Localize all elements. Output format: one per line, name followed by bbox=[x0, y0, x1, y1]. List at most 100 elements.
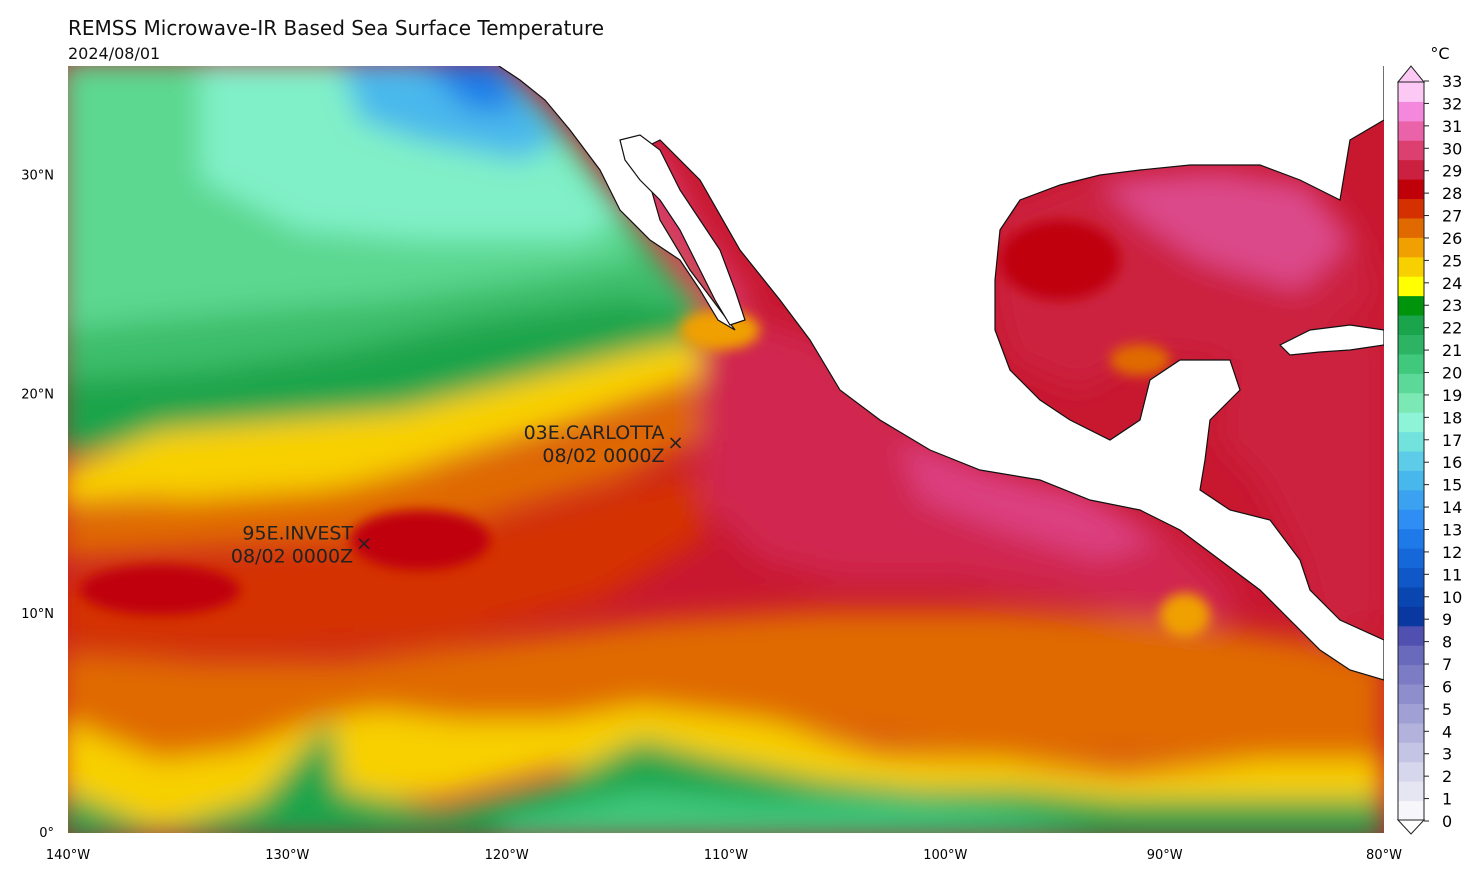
colorbar-swatch bbox=[1398, 140, 1424, 161]
lat-tick-label: 30°N bbox=[21, 169, 54, 184]
colorbar-label: 4 bbox=[1442, 722, 1452, 741]
colorbar-label: 27 bbox=[1442, 207, 1462, 226]
colorbar-label: 11 bbox=[1442, 565, 1462, 584]
colorbar-max-arrow bbox=[1396, 65, 1426, 83]
colorbar-swatch bbox=[1398, 198, 1424, 219]
lon-tick-label: 140°W bbox=[46, 848, 90, 863]
colorbar-label: 5 bbox=[1442, 700, 1452, 719]
colorbar-swatch bbox=[1398, 586, 1424, 607]
colorbar-label: 31 bbox=[1442, 117, 1462, 136]
storm-time: 08/02 0000Z bbox=[542, 445, 664, 467]
colorbar-swatch bbox=[1398, 703, 1424, 724]
colorbar-label: 9 bbox=[1442, 610, 1452, 629]
colorbar-label: 8 bbox=[1442, 633, 1452, 652]
colorbar-label: 25 bbox=[1442, 251, 1462, 270]
temperature-colorbar: 0123456789101112131415161718192021222324… bbox=[1396, 44, 1462, 835]
colorbar-swatch bbox=[1398, 315, 1424, 335]
colorbar-swatch bbox=[1398, 625, 1424, 646]
colorbar-swatch bbox=[1398, 217, 1424, 238]
colorbar-swatch bbox=[1398, 761, 1424, 782]
storm-x-icon bbox=[358, 538, 370, 550]
colorbar-swatch bbox=[1398, 645, 1424, 666]
colorbar-label: 33 bbox=[1442, 72, 1462, 91]
colorbar-label: 21 bbox=[1442, 341, 1462, 360]
colorbar-swatch bbox=[1398, 276, 1424, 297]
latitude-axis: 0° 10°N 20°N 30°N bbox=[21, 169, 54, 841]
colorbar-label: 13 bbox=[1442, 520, 1462, 539]
lat-tick-label: 10°N bbox=[21, 607, 54, 622]
colorbar-swatch bbox=[1398, 489, 1424, 510]
colorbar-swatch bbox=[1398, 800, 1424, 821]
sst-field bbox=[68, 66, 1384, 833]
map-title: REMSS Microwave-IR Based Sea Surface Tem… bbox=[68, 16, 605, 40]
colorbar-swatch bbox=[1398, 722, 1424, 743]
longitude-axis: 140°W 130°W 120°W 110°W 100°W 90°W 80°W bbox=[46, 848, 1402, 863]
colorbar-swatch bbox=[1398, 334, 1424, 355]
colorbar-swatch bbox=[1398, 567, 1424, 588]
colorbar-label: 0 bbox=[1442, 812, 1452, 831]
colorbar-label: 2 bbox=[1442, 767, 1452, 786]
colorbar-label: 17 bbox=[1442, 431, 1462, 450]
colorbar-swatch bbox=[1398, 101, 1424, 122]
colorbar-swatch bbox=[1398, 392, 1424, 413]
colorbar-label: 10 bbox=[1442, 588, 1462, 607]
colorbar-label: 22 bbox=[1442, 319, 1462, 338]
lon-tick-label: 90°W bbox=[1147, 848, 1183, 863]
colorbar-swatch bbox=[1398, 451, 1424, 471]
lon-tick-label: 110°W bbox=[704, 848, 748, 863]
colorbar-swatch bbox=[1398, 606, 1424, 627]
colorbar-swatch bbox=[1398, 684, 1424, 704]
colorbar-swatch bbox=[1398, 548, 1424, 569]
colorbar-label: 18 bbox=[1442, 408, 1462, 427]
colorbar-unit: °C bbox=[1430, 44, 1449, 63]
lat-tick-label: 20°N bbox=[21, 388, 54, 403]
colorbar-frame bbox=[1397, 81, 1425, 821]
colorbar-swatch bbox=[1398, 742, 1424, 763]
storm-name: 03E.CARLOTTA bbox=[524, 422, 665, 444]
colorbar-swatch bbox=[1398, 781, 1424, 802]
colorbar-label: 24 bbox=[1442, 274, 1462, 293]
colorbar-label: 14 bbox=[1442, 498, 1462, 517]
colorbar-label: 16 bbox=[1442, 453, 1462, 472]
storm-x-icon bbox=[669, 437, 682, 449]
colorbar-label: 32 bbox=[1442, 94, 1462, 113]
lat-tick-label: 0° bbox=[39, 826, 54, 841]
colorbar-min-arrow bbox=[1396, 819, 1426, 835]
colorbar-swatch bbox=[1398, 664, 1424, 685]
colorbar-swatch bbox=[1398, 295, 1424, 316]
map-date: 2024/08/01 bbox=[68, 44, 161, 63]
colorbar-swatch bbox=[1398, 353, 1424, 374]
colorbar-swatch bbox=[1398, 179, 1424, 200]
colorbar-swatch bbox=[1398, 528, 1424, 549]
colorbar-swatch bbox=[1398, 256, 1424, 277]
lon-tick-label: 120°W bbox=[485, 848, 529, 863]
colorbar-label: 19 bbox=[1442, 386, 1462, 405]
colorbar-label: 29 bbox=[1442, 162, 1462, 181]
lon-tick-label: 100°W bbox=[923, 848, 967, 863]
colorbar-label: 26 bbox=[1442, 229, 1462, 248]
storm-name: 95E.INVEST bbox=[242, 523, 353, 545]
colorbar-swatch bbox=[1398, 82, 1424, 102]
lon-tick-label: 130°W bbox=[265, 848, 309, 863]
colorbar-label: 1 bbox=[1442, 790, 1452, 809]
storm-time: 08/02 0000Z bbox=[231, 546, 353, 568]
land bbox=[497, 66, 1384, 681]
colorbar-label: 23 bbox=[1442, 296, 1462, 315]
colorbar-swatch bbox=[1398, 431, 1424, 452]
colorbar-swatch bbox=[1398, 120, 1424, 141]
colorbar-label: 30 bbox=[1442, 139, 1462, 158]
colorbar-label: 15 bbox=[1442, 476, 1462, 495]
colorbar-swatch bbox=[1398, 412, 1424, 433]
colorbar-swatch bbox=[1398, 159, 1424, 180]
colorbar-label: 12 bbox=[1442, 543, 1462, 562]
colorbar-swatch bbox=[1398, 509, 1424, 530]
colorbar-label: 20 bbox=[1442, 364, 1462, 383]
colorbar-label: 28 bbox=[1442, 184, 1462, 203]
lon-tick-label: 80°W bbox=[1366, 848, 1402, 863]
colorbar-swatch bbox=[1398, 470, 1424, 491]
colorbar-swatch bbox=[1398, 237, 1424, 258]
